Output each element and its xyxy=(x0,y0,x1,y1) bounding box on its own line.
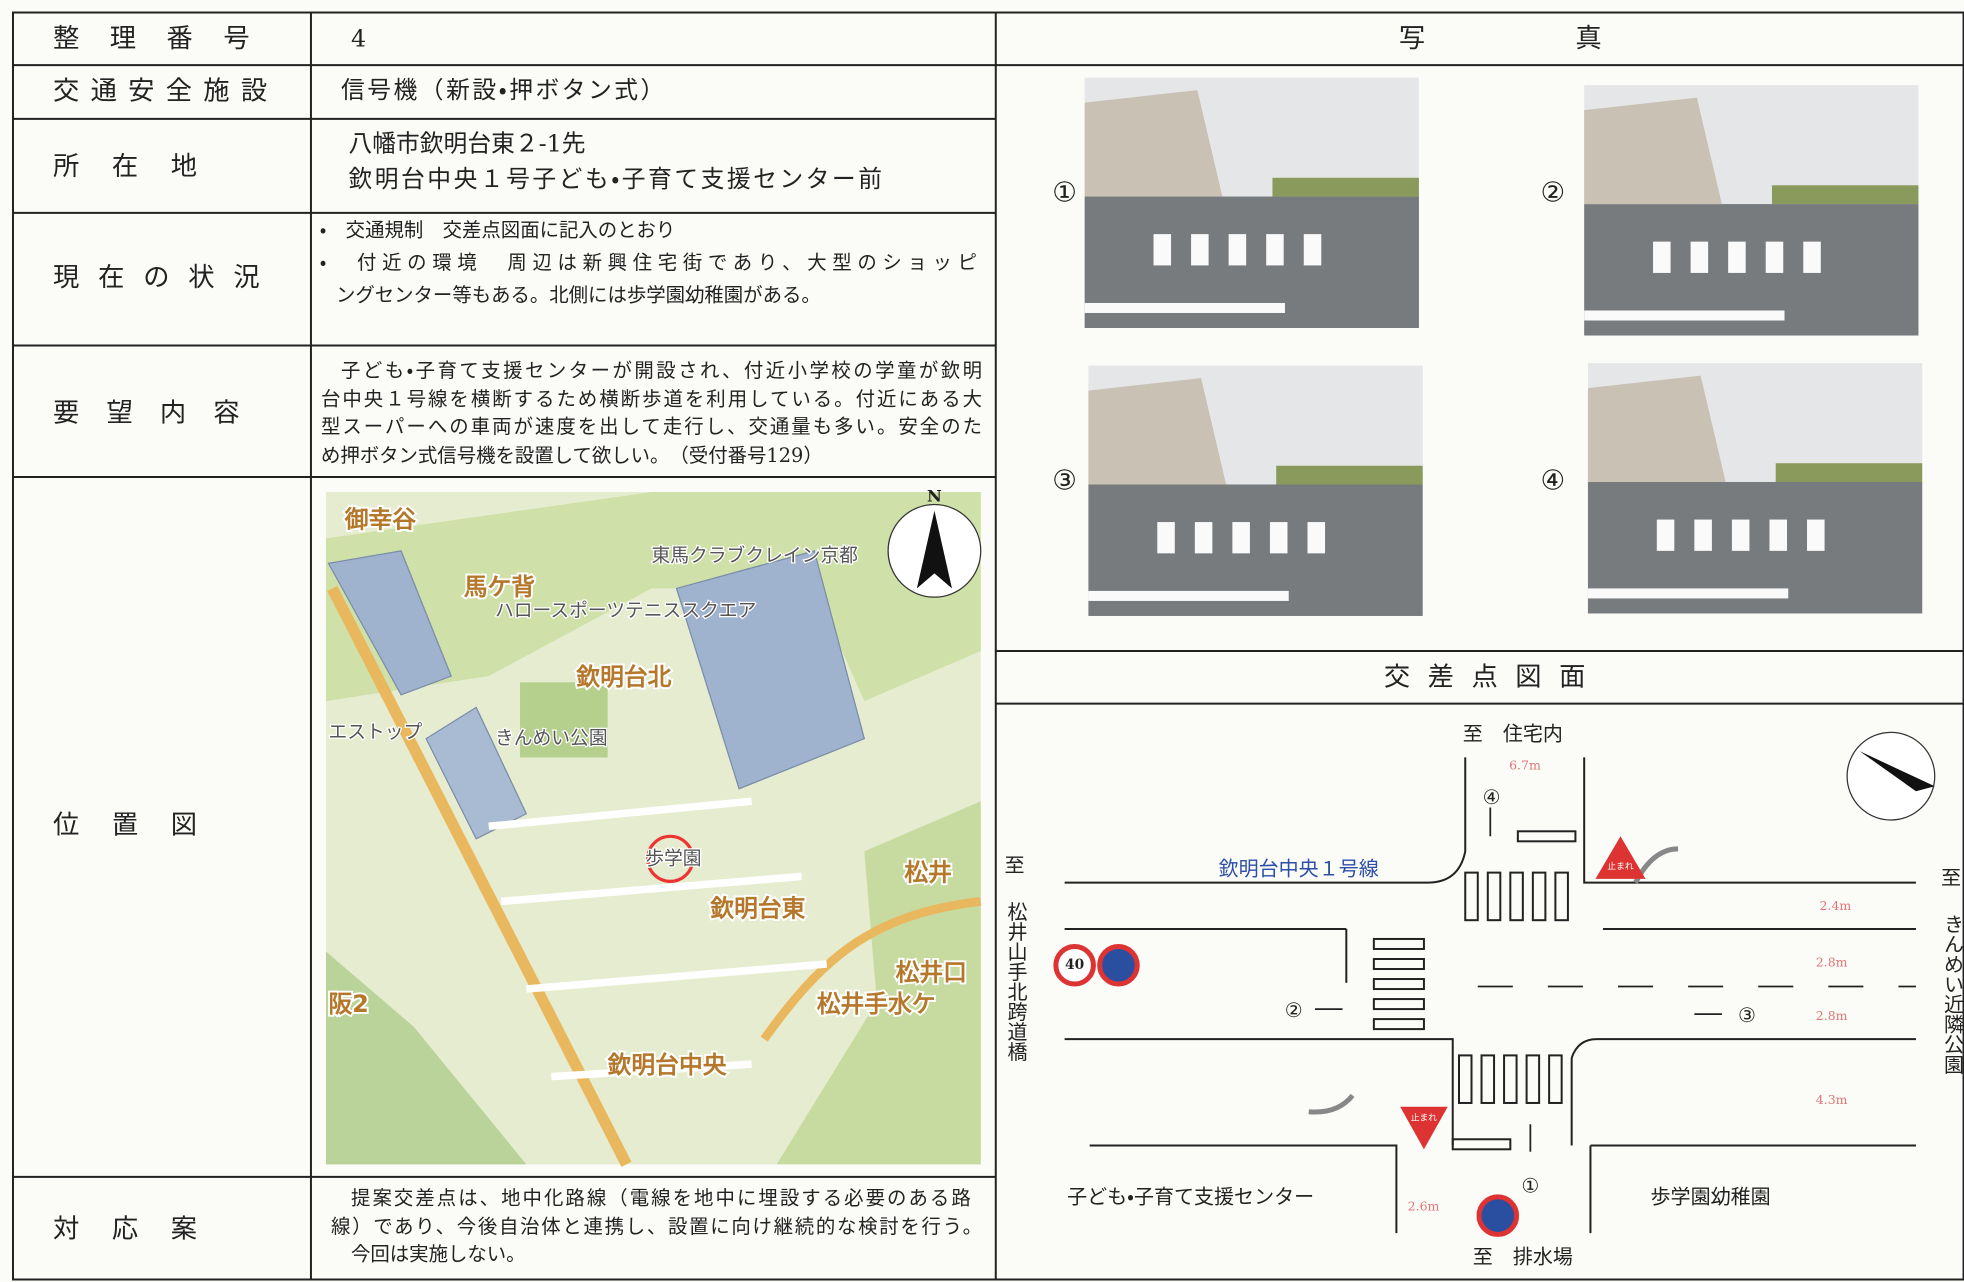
map-label: 欽明台北 xyxy=(575,663,671,691)
row-value: 4 xyxy=(351,25,366,53)
signal-pole xyxy=(1308,1093,1355,1115)
dest-to: 至 xyxy=(1463,721,1483,745)
north-arrow xyxy=(1859,751,1935,792)
dest: 松井山手北跨道橋 xyxy=(1004,901,1028,1062)
dest-to: 至 xyxy=(1005,853,1025,877)
width-label: 2.4m xyxy=(1820,898,1852,913)
north-arrow-bg xyxy=(1846,731,1936,821)
map-label: 欽明台中央 xyxy=(607,1051,727,1079)
view-arrow xyxy=(1315,807,1722,1152)
row-line: ・ 付近の環境 周辺は新興住宅街であり、大型のショッピ xyxy=(320,251,977,274)
map-label: きんめい公園 xyxy=(495,727,608,749)
row-label: 位置図 xyxy=(53,810,272,840)
width-label: 2.6m xyxy=(1408,1198,1440,1213)
map-label: 松井手水ケ xyxy=(817,990,936,1018)
row-label: 整理番号 xyxy=(53,24,272,54)
speed-sign xyxy=(1053,943,1096,987)
map-label: 馬ケ背 xyxy=(464,573,535,601)
stop-text: 止まれ xyxy=(1411,1111,1437,1123)
photo xyxy=(1587,363,1923,614)
photo-point: ① xyxy=(1521,1173,1539,1197)
north-arrow xyxy=(916,510,952,589)
row-line: 型スーパーへの車両が速度を出して走行し、交通量も多い。安全のた xyxy=(321,415,982,438)
north-label: N xyxy=(927,487,942,506)
row-line: ・ 交通規制 交差点図面に記入のとおり xyxy=(320,219,676,242)
row-label: 交通安全施設 xyxy=(53,77,272,107)
row-label: 所在地 xyxy=(53,152,272,182)
photo-label: ① xyxy=(1052,177,1077,209)
dest: 排水場 xyxy=(1513,1245,1573,1269)
row-line: ングセンター等もある。北側には歩学園幼稚園がある。 xyxy=(336,284,821,307)
photo-label: ④ xyxy=(1541,465,1566,497)
building-label: 子ども・子育て支援センター xyxy=(1067,1185,1314,1209)
intersection-diagram: 至 住宅内 至 排水場 至 松井山手北跨道橋 至 きんめい近隣公園 欽明台中央１… xyxy=(1004,721,1964,1268)
map-label: 松井口 xyxy=(896,959,967,987)
width-label: 6.7m xyxy=(1509,758,1541,773)
photo-point: ② xyxy=(1285,998,1303,1022)
dest: 住宅内 xyxy=(1503,721,1563,745)
target-marker xyxy=(646,834,695,883)
crosswalk xyxy=(1372,830,1577,1151)
map-green xyxy=(325,492,981,702)
map-label: 松井 xyxy=(904,858,952,886)
width-label: 4.3m xyxy=(1816,1092,1848,1107)
map-building xyxy=(327,550,452,696)
map-label: 御幸谷 xyxy=(344,505,417,533)
photo-point: ③ xyxy=(1738,1003,1756,1027)
row-line: 今回は実施しない。 xyxy=(351,1243,526,1266)
width-label: 2.8m xyxy=(1816,954,1848,969)
row-line: 子ども・子育て支援センターが開設され、付近小学校の学童が欽明 xyxy=(341,359,982,382)
map-label: 欽明台東 xyxy=(709,895,805,923)
map-green xyxy=(776,801,981,1165)
dest-to: 至 xyxy=(1473,1245,1493,1269)
map-park xyxy=(520,682,608,758)
row-line: 線）であり、今後自治体と連携し、設置に向け継続的な検討を行う。 xyxy=(331,1215,982,1238)
photo-label: ② xyxy=(1541,177,1566,209)
row-line: め押ボタン式信号機を設置して欲しい。 （受付番号129） xyxy=(321,444,823,467)
photo xyxy=(1088,365,1423,616)
photo xyxy=(1584,85,1919,336)
row-line: 台中央１号線を横断するため横断歩道を利用している。付近にある大 xyxy=(321,388,982,411)
row-label: 現在の状況 xyxy=(53,263,272,293)
map-road xyxy=(760,897,982,1042)
no-parking-sign xyxy=(1097,943,1140,987)
map-label: 東馬クラブクレイン京都 xyxy=(651,543,858,566)
speed-value: 40 xyxy=(1065,957,1084,973)
row-label: 要望内容 xyxy=(53,398,272,428)
photo-label: ③ xyxy=(1052,465,1077,497)
row-label: 対応案 xyxy=(53,1215,272,1245)
location-map: N 御幸谷 東馬クラブクレイン京都 馬ケ背 ハロースポーツテニススクエア 欽明台… xyxy=(325,487,982,1167)
row-line: 八幡市欽明台東２-1先 xyxy=(349,130,586,158)
no-parking-sign xyxy=(1476,1194,1520,1237)
map-street xyxy=(488,797,828,1081)
map-label: 歩学園 xyxy=(645,847,701,869)
dest-to: 至 xyxy=(1941,865,1961,889)
building-label: 歩学園幼稚園 xyxy=(1651,1185,1771,1209)
photo-point: ④ xyxy=(1483,785,1501,809)
road-name: 欽明台中央１号線 xyxy=(1219,857,1379,881)
stop-text: 止まれ xyxy=(1607,860,1633,872)
map-label: ハロースポーツテニススクエア xyxy=(495,599,756,621)
row-value: 信号機（新設・押ボタン式） xyxy=(341,76,667,104)
stop-sign xyxy=(1595,836,1646,879)
map-building xyxy=(425,706,528,840)
stop-sign xyxy=(1400,1106,1448,1150)
row-line: 欽明台中央１号子ども・子育て支援センター前 xyxy=(349,165,885,193)
map-road xyxy=(327,585,632,1167)
photo xyxy=(1084,77,1419,329)
photos-header: 写真 xyxy=(1399,24,1752,54)
map-label: 阪2 xyxy=(328,990,368,1018)
width-label: 2.8m xyxy=(1816,1008,1848,1023)
map-building xyxy=(675,550,866,790)
road-edge xyxy=(1064,757,1916,1234)
dest: きんめい近隣公園 xyxy=(1941,914,1964,1074)
map-green xyxy=(325,951,527,1165)
map-label: エストップ xyxy=(328,721,422,743)
row-line: 提案交差点は、地中化路線（電線を地中に埋設する必要のある路 xyxy=(351,1186,971,1209)
diagram-title: 交差点図面 xyxy=(1384,663,1603,693)
